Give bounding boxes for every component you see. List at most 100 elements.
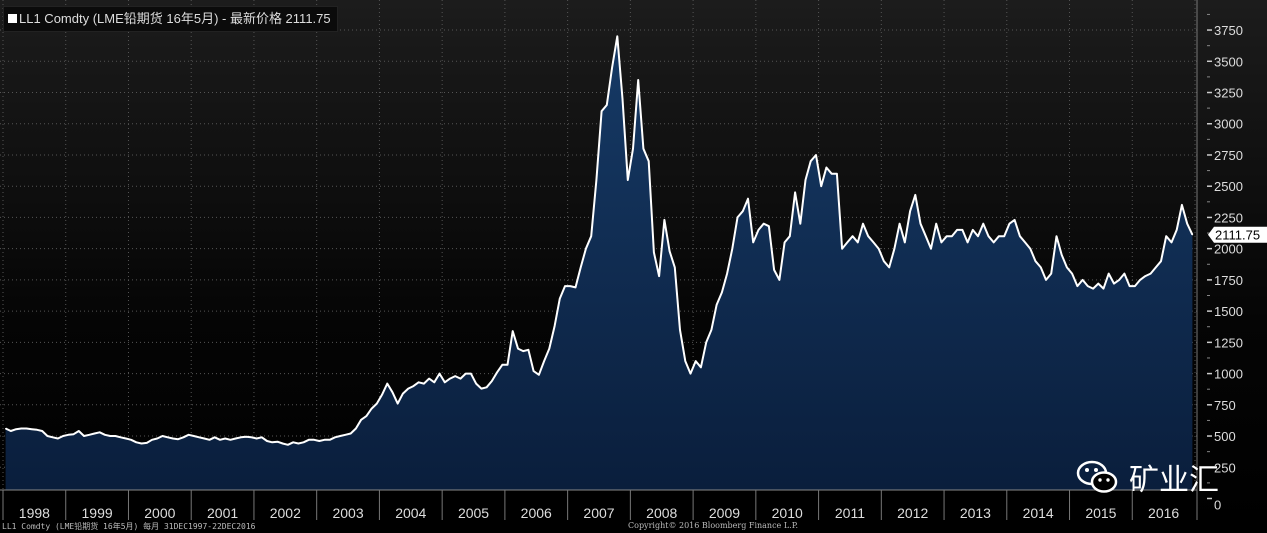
- data-point: [867, 235, 869, 237]
- data-point: [224, 437, 226, 440]
- data-point: [245, 436, 247, 438]
- data-point: [219, 439, 221, 441]
- data-point: [287, 444, 289, 446]
- x-tick-label: 2004: [395, 505, 426, 521]
- data-point: [831, 173, 833, 175]
- y-tick-label: 750: [1214, 398, 1236, 413]
- data-point: [825, 166, 828, 169]
- data-point: [961, 229, 963, 231]
- data-point: [1003, 235, 1005, 237]
- data-point: [716, 304, 718, 306]
- data-point: [872, 241, 875, 244]
- data-point: [1087, 285, 1089, 287]
- data-point: [93, 432, 96, 435]
- watermark: 矿业汇: [1075, 455, 1219, 499]
- data-point: [62, 435, 64, 437]
- y-tick-label: 3000: [1214, 117, 1243, 132]
- data-point: [679, 329, 681, 331]
- data-point: [255, 437, 258, 440]
- data-point: [454, 375, 456, 377]
- data-point: [1139, 279, 1141, 281]
- y-tick-label: 500: [1214, 429, 1236, 444]
- data-point: [397, 402, 399, 405]
- data-point: [187, 434, 190, 436]
- data-point: [1045, 279, 1047, 281]
- data-point: [135, 441, 137, 443]
- data-point: [229, 439, 232, 441]
- data-point: [794, 191, 796, 194]
- data-point: [773, 269, 775, 271]
- data-point: [250, 436, 252, 438]
- y-tick-label: 3250: [1214, 86, 1243, 101]
- data-point: [1165, 235, 1167, 237]
- wechat-icon: [1076, 460, 1118, 493]
- data-point: [700, 366, 702, 368]
- data-point: [329, 439, 331, 441]
- footer-security-info: LL1 Comdty (LME铅期货 16年5月) 每月 31DEC1997-2…: [2, 522, 256, 531]
- data-point: [308, 439, 310, 441]
- data-point: [72, 433, 75, 435]
- x-tick-label: 2014: [1023, 505, 1054, 521]
- last-value-tag: [1208, 226, 1267, 243]
- data-point: [1134, 285, 1136, 287]
- data-point: [888, 266, 890, 268]
- data-point: [1050, 273, 1052, 275]
- data-point: [1176, 229, 1178, 231]
- data-point: [177, 438, 179, 440]
- data-point: [376, 402, 378, 405]
- data-point: [1108, 273, 1110, 275]
- data-point: [637, 79, 639, 81]
- data-point: [109, 435, 111, 437]
- y-tick-label: 1250: [1214, 335, 1243, 350]
- data-point: [574, 286, 577, 288]
- data-point: [559, 298, 561, 300]
- data-point: [804, 179, 807, 181]
- data-point: [1191, 234, 1193, 236]
- data-point: [705, 341, 707, 343]
- data-point: [893, 248, 895, 250]
- x-tick-label: 2005: [458, 505, 489, 521]
- data-point: [919, 223, 922, 225]
- data-point: [313, 439, 315, 441]
- data-point: [350, 432, 352, 435]
- data-point: [972, 229, 974, 231]
- data-point: [663, 219, 665, 221]
- data-point: [695, 360, 697, 362]
- data-point: [601, 110, 603, 112]
- data-point: [684, 360, 686, 362]
- x-tick-label: 2012: [897, 505, 928, 521]
- data-point: [52, 436, 54, 438]
- data-point: [491, 380, 493, 382]
- data-point: [899, 223, 901, 225]
- data-point: [878, 248, 880, 250]
- data-point: [553, 325, 556, 327]
- data-point: [282, 442, 284, 445]
- data-point: [130, 439, 132, 441]
- y-tick-label: 2500: [1214, 179, 1243, 194]
- y-tick-label: 2750: [1214, 148, 1243, 163]
- data-point: [1113, 283, 1115, 285]
- x-axis-band: [0, 490, 1197, 520]
- data-point: [710, 329, 713, 331]
- data-point: [585, 248, 587, 250]
- data-point: [538, 374, 540, 376]
- data-point: [1102, 288, 1105, 290]
- x-tick-label: 2011: [835, 505, 865, 521]
- data-point: [763, 223, 765, 225]
- x-tick-label: 1998: [19, 505, 50, 521]
- data-point: [146, 442, 148, 444]
- data-point: [857, 241, 859, 244]
- data-point: [214, 436, 216, 438]
- area-fill: [5, 36, 1193, 491]
- data-point: [606, 104, 608, 106]
- data-point: [402, 392, 404, 395]
- data-point: [909, 210, 911, 212]
- data-point: [104, 434, 106, 436]
- data-point: [632, 148, 634, 150]
- data-point: [235, 437, 237, 440]
- data-point: [736, 216, 739, 219]
- data-point: [57, 437, 59, 440]
- y-tick-label: 3750: [1214, 23, 1243, 38]
- data-point: [41, 430, 43, 432]
- data-point: [590, 235, 592, 237]
